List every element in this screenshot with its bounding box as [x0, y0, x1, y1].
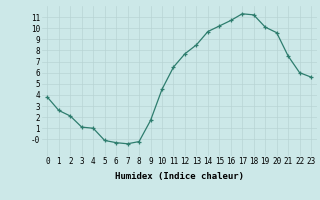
X-axis label: Humidex (Indice chaleur): Humidex (Indice chaleur): [115, 172, 244, 181]
